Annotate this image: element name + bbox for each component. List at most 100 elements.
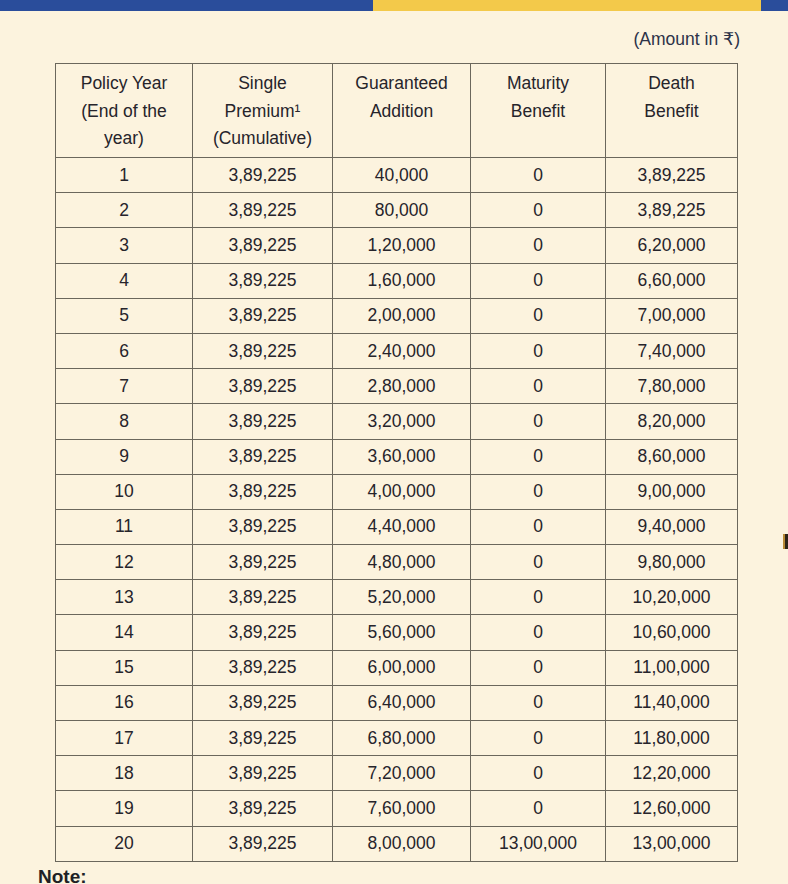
table-cell: 0 [471,369,606,404]
table-cell: 12 [56,545,193,580]
table-cell: 4 [56,263,193,298]
table-cell: 6,60,000 [606,263,738,298]
table-cell: 10 [56,474,193,509]
table-cell: 0 [471,580,606,615]
table-row: 53,89,2252,00,00007,00,000 [56,298,738,333]
table-cell: 3,89,225 [193,721,333,756]
table-cell: 3,89,225 [606,158,738,193]
table-cell: 7,20,000 [333,756,471,791]
table-cell: 0 [471,404,606,439]
table-cell: 3,89,225 [193,263,333,298]
table-cell: 5,60,000 [333,615,471,650]
table-cell: 0 [471,333,606,368]
table-cell: 13,00,000 [606,826,738,861]
table-cell: 20 [56,826,193,861]
table-cell: 0 [471,685,606,720]
table-cell: 10,60,000 [606,615,738,650]
table-cell: 0 [471,228,606,263]
table-cell: 2,80,000 [333,369,471,404]
top-bar-blue-left-segment [0,0,373,11]
top-bar-blue-right-segment [761,0,788,11]
table-row: 203,89,2258,00,00013,00,00013,00,000 [56,826,738,861]
table-cell: 16 [56,685,193,720]
table-row: 193,89,2257,60,000012,60,000 [56,791,738,826]
table-row: 63,89,2252,40,00007,40,000 [56,333,738,368]
table-cell: 3,89,225 [193,756,333,791]
table-cell: 0 [471,439,606,474]
table-cell: 3,89,225 [193,193,333,228]
table-cell: 4,00,000 [333,474,471,509]
table-cell: 11,80,000 [606,721,738,756]
table-cell: 7,00,000 [606,298,738,333]
amount-currency-note: (Amount in ₹) [634,29,740,50]
table-cell: 6,40,000 [333,685,471,720]
column-header: Policy Year (End of the year) [56,64,193,158]
table-cell: 3,89,225 [193,298,333,333]
table-cell: 9,40,000 [606,509,738,544]
table-row: 183,89,2257,20,000012,20,000 [56,756,738,791]
table-cell: 1,20,000 [333,228,471,263]
table-row: 73,89,2252,80,00007,80,000 [56,369,738,404]
table-row: 133,89,2255,20,000010,20,000 [56,580,738,615]
table-cell: 6,20,000 [606,228,738,263]
table-cell: 3,89,225 [193,791,333,826]
table-row: 173,89,2256,80,000011,80,000 [56,721,738,756]
table-cell: 5,20,000 [333,580,471,615]
table-cell: 3,89,225 [193,439,333,474]
table-cell: 9,00,000 [606,474,738,509]
table-cell: 1 [56,158,193,193]
benefit-table: Policy Year (End of the year)Single Prem… [55,63,738,862]
table-cell: 2,40,000 [333,333,471,368]
table-row: 93,89,2253,60,00008,60,000 [56,439,738,474]
table-row: 103,89,2254,00,00009,00,000 [56,474,738,509]
column-header: Guaranteed Addition [333,64,471,158]
table-cell: 0 [471,756,606,791]
table-cell: 0 [471,263,606,298]
table-cell: 8,20,000 [606,404,738,439]
table-cell: 18 [56,756,193,791]
table-row: 83,89,2253,20,00008,20,000 [56,404,738,439]
table-row: 23,89,22580,00003,89,225 [56,193,738,228]
table-cell: 15 [56,650,193,685]
top-bar-yellow-segment [373,0,761,11]
table-cell: 3,89,225 [193,333,333,368]
table-cell: 0 [471,545,606,580]
table-cell: 3,89,225 [193,615,333,650]
table-cell: 4,40,000 [333,509,471,544]
table-cell: 4,80,000 [333,545,471,580]
table-cell: 3,89,225 [193,650,333,685]
table-row: 143,89,2255,60,000010,60,000 [56,615,738,650]
table-cell: 6,00,000 [333,650,471,685]
benefit-table-body: 13,89,22540,00003,89,22523,89,22580,0000… [56,158,738,862]
table-cell: 0 [471,615,606,650]
table-cell: 2,00,000 [333,298,471,333]
table-cell: 0 [471,791,606,826]
table-row: 153,89,2256,00,000011,00,000 [56,650,738,685]
table-cell: 40,000 [333,158,471,193]
table-cell: 3,89,225 [193,509,333,544]
table-cell: 3 [56,228,193,263]
table-row: 43,89,2251,60,00006,60,000 [56,263,738,298]
table-cell: 0 [471,650,606,685]
table-cell: 0 [471,474,606,509]
table-cell: 3,20,000 [333,404,471,439]
table-cell: 7 [56,369,193,404]
table-cell: 3,89,225 [193,158,333,193]
table-cell: 7,80,000 [606,369,738,404]
table-cell: 0 [471,298,606,333]
table-cell: 14 [56,615,193,650]
table-cell: 8,60,000 [606,439,738,474]
table-cell: 1,60,000 [333,263,471,298]
table-cell: 19 [56,791,193,826]
table-cell: 11 [56,509,193,544]
table-cell: 3,89,225 [193,404,333,439]
table-cell: 80,000 [333,193,471,228]
column-header: Single Premium¹ (Cumulative) [193,64,333,158]
top-accent-bar [0,0,788,11]
note-label: Note: [38,866,87,884]
table-cell: 2 [56,193,193,228]
cropped-edge-mark [783,534,788,549]
table-cell: 3,89,225 [193,580,333,615]
table-cell: 13,00,000 [471,826,606,861]
table-cell: 0 [471,158,606,193]
